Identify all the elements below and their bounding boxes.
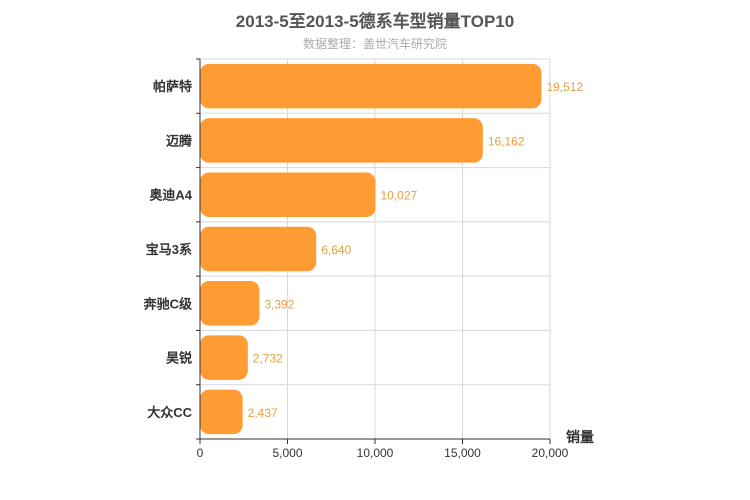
labels-group: 帕萨特 19,512 迈腾 16,162 奥迪A4 10,027 宝马3系 6,640 奔驰C级…: [143, 79, 584, 460]
x-tick-label: 10,000: [357, 446, 394, 460]
x-tick-label: 0: [197, 446, 204, 460]
data-label: 2,437: [248, 406, 278, 420]
data-label: 2,732: [253, 352, 283, 366]
bar: [200, 281, 260, 326]
data-label: 10,027: [380, 189, 417, 203]
data-label: 6,640: [321, 243, 351, 257]
data-label: 19,512: [546, 80, 583, 94]
category-label: 帕萨特: [153, 79, 192, 94]
category-label: 昊锐: [166, 351, 192, 366]
x-tick-label: 15,000: [444, 446, 481, 460]
x-tick-label: 20,000: [532, 446, 569, 460]
axes-group: [196, 58, 551, 444]
category-label: 奥迪A4: [149, 188, 192, 203]
chart-subtitle: 数据整理：盖世汽车研究院: [302, 37, 447, 51]
bar: [200, 63, 542, 109]
category-label: 宝马3系: [146, 242, 192, 257]
bars-group: [200, 63, 542, 435]
bar: [200, 172, 376, 217]
x-tick-label: 5,000: [272, 446, 302, 460]
data-label: 3,392: [264, 297, 294, 311]
category-label: 迈腾: [166, 133, 193, 148]
bar: [200, 118, 483, 163]
x-axis-title: 销量: [566, 429, 594, 445]
category-label: 奔驰C级: [143, 296, 193, 311]
chart-title: 2013-5至2013-5德系车型销量TOP10: [235, 12, 515, 31]
category-label: 大众CC: [147, 405, 192, 420]
bar: [200, 226, 317, 272]
bar: [200, 335, 248, 380]
bar: [200, 389, 243, 435]
data-label: 16,162: [488, 134, 525, 148]
